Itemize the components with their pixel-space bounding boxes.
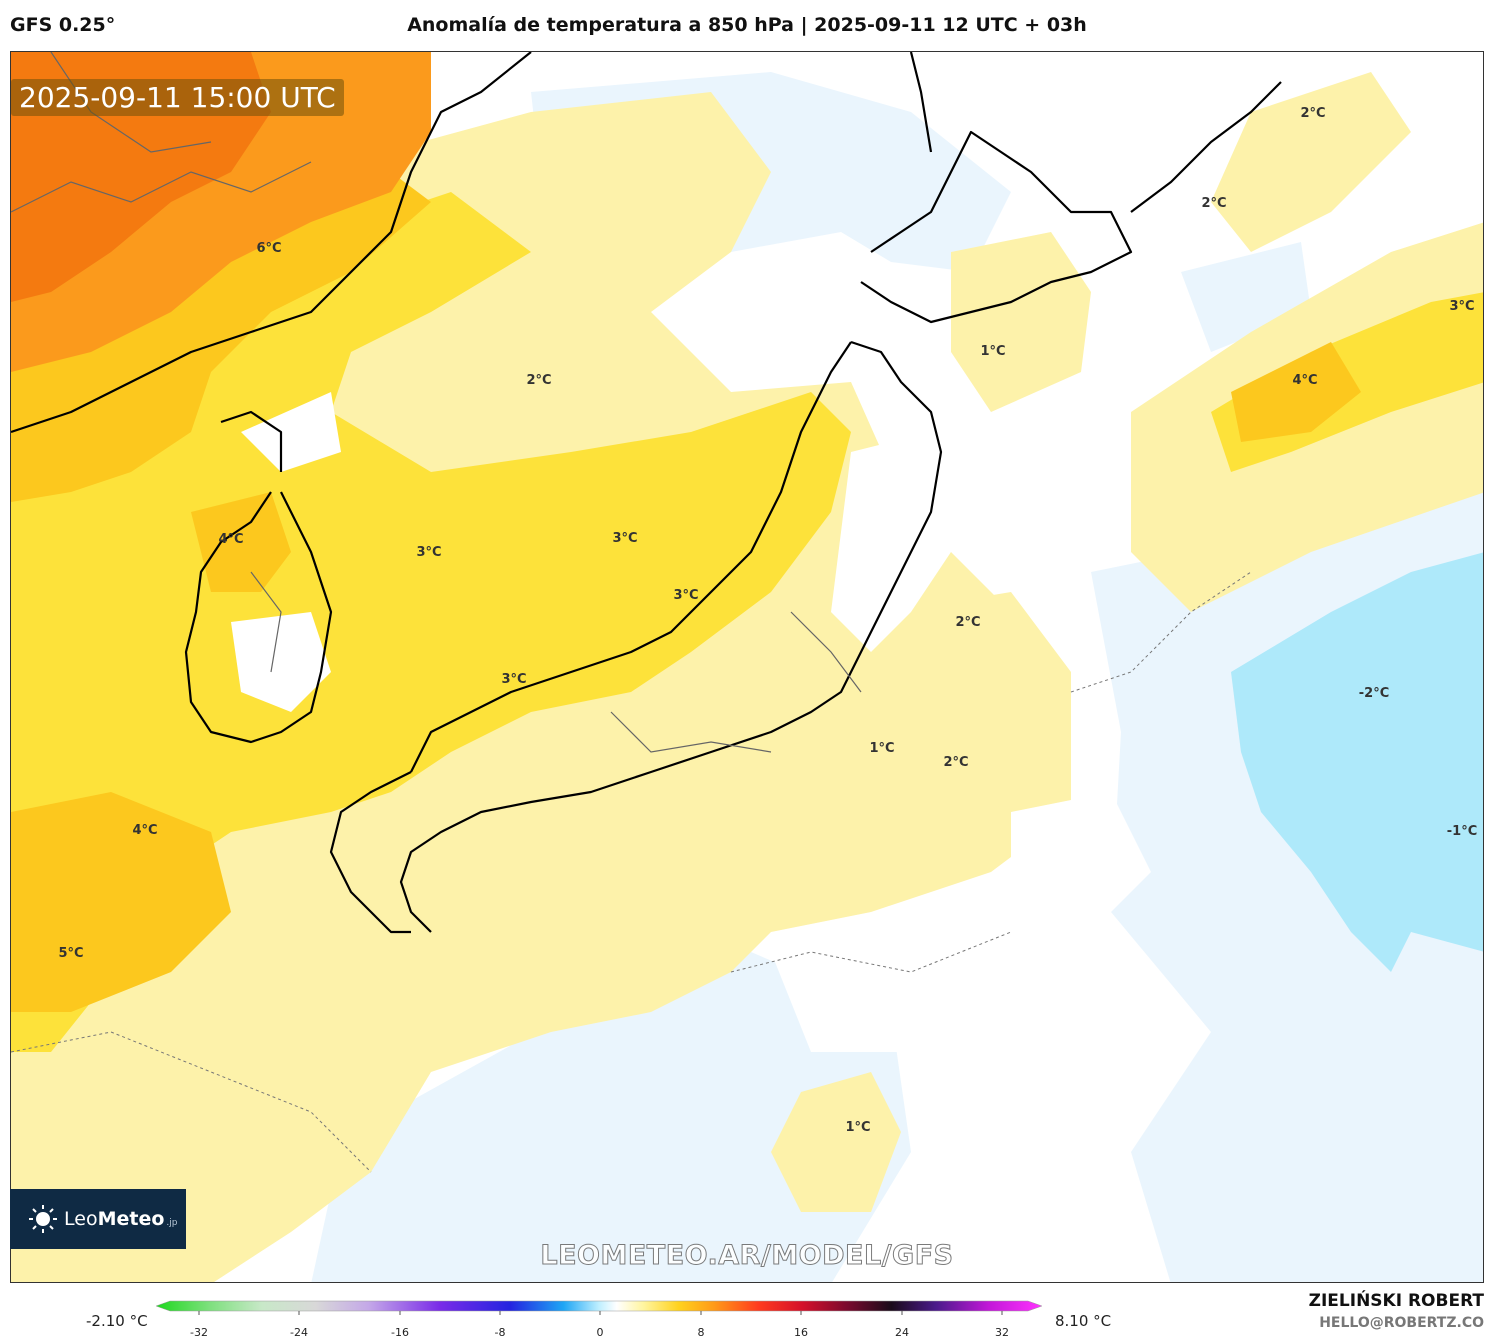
model-name: GFS 0.25° (10, 14, 116, 36)
colorbar-gradient (156, 1300, 1043, 1312)
anomaly-map: 6°C 2°C 1°C 2°C 2°C 3°C 4°C 4°C 3°C 3°C … (11, 52, 1483, 1282)
coast-honshu (399, 340, 943, 933)
temp-label: 1°C (869, 741, 894, 756)
colorbar-ticks: -32 -24 -16 -8 0 8 16 24 32 (190, 1311, 1009, 1339)
leometeo-logo: LeoMeteo .jp (10, 1189, 186, 1249)
colorbar-tick: 16 (794, 1326, 808, 1339)
temp-label: 3°C (501, 672, 526, 687)
temp-label: 2°C (1201, 196, 1226, 211)
colorbar-tick: -24 (290, 1326, 308, 1339)
coast-kyushu (329, 771, 412, 934)
map-title: Anomalía de temperatura a 850 hPa | 2025… (407, 14, 1087, 36)
coast-korea (184, 491, 333, 744)
colorbar-tick: 24 (895, 1326, 909, 1339)
valid-time-badge: 2025-09-11 15:00 UTC (11, 79, 344, 116)
temp-label: 2°C (943, 755, 968, 770)
colorbar-tick: 8 (698, 1326, 705, 1339)
colorbar: -32 -24 -16 -8 0 8 16 24 32 (156, 1300, 1043, 1339)
author-name: ZIELIŃSKI ROBERT (1308, 1291, 1484, 1311)
temp-label: 4°C (1292, 373, 1317, 388)
temp-label: 1°C (980, 344, 1005, 359)
coast-honshu-north (410, 341, 852, 773)
colorbar-tick: -32 (190, 1326, 208, 1339)
neutral-region-1 (771, 932, 971, 1052)
admin-borders (11, 52, 862, 753)
temp-label: 3°C (673, 588, 698, 603)
neutral-region-5 (1011, 792, 1151, 932)
temp-label: 2°C (955, 615, 980, 630)
temperature-labels: 6°C 2°C 1°C 2°C 2°C 3°C 4°C 4°C 3°C 3°C … (58, 106, 1477, 1135)
warm-yellow-band (11, 192, 851, 1052)
warm-light-hokkaido (951, 232, 1091, 412)
temp-label: 4°C (132, 823, 157, 838)
temp-label: 4°C (218, 532, 243, 547)
coast-korea-west (220, 410, 283, 472)
colorbar-tick: -16 (391, 1326, 409, 1339)
warm-light-pacific (891, 592, 1071, 812)
coast-sakhalin (909, 52, 933, 153)
temp-label: 2°C (1300, 106, 1325, 121)
colorbar-min-label: -2.10 °C (86, 1312, 148, 1330)
warm-light-south (771, 1072, 901, 1212)
colorbar-tick: 0 (597, 1326, 604, 1339)
coastlines (11, 52, 1282, 934)
colorbar-max-label: 8.10 °C (1055, 1312, 1112, 1330)
temp-label: 6°C (256, 241, 281, 256)
warm-light-ne (1211, 72, 1411, 252)
temp-label: 5°C (58, 946, 83, 961)
temp-label: 3°C (1449, 299, 1474, 314)
temp-label: -2°C (1359, 686, 1389, 701)
neutral-region-3 (241, 392, 341, 472)
sun-icon (29, 1205, 57, 1233)
source-watermark: LEOMETEO.AR/MODEL/GFS (540, 1240, 954, 1272)
coast-mainland (11, 52, 532, 434)
coast-kuriles (1130, 81, 1282, 213)
author-email: HELLO@ROBERTZ.CO (1319, 1315, 1484, 1331)
coast-hokkaido (860, 130, 1133, 324)
neutral-region-2 (231, 612, 331, 712)
colorbar-tick: -8 (495, 1326, 506, 1339)
logo-text: LeoMeteo (64, 1208, 165, 1230)
cold-region-south (311, 952, 911, 1282)
temp-label: 3°C (612, 531, 637, 546)
map-area: 6°C 2°C 1°C 2°C 2°C 3°C 4°C 4°C 3°C 3°C … (10, 51, 1484, 1283)
warm-amber-southwest (11, 792, 231, 1012)
contour-lines (11, 571, 1252, 1173)
temp-label: 1°C (845, 1120, 870, 1135)
warm-amber-band (11, 172, 431, 502)
temp-label: 2°C (526, 373, 551, 388)
colorbar-tick: 32 (995, 1326, 1009, 1339)
cold-core (1231, 552, 1483, 972)
temp-label: 3°C (416, 545, 441, 560)
temp-label: -1°C (1447, 824, 1477, 839)
warm-amber-east (1231, 342, 1361, 442)
logo-tld: .jp (166, 1218, 178, 1228)
warm-amber-korea (191, 492, 291, 592)
